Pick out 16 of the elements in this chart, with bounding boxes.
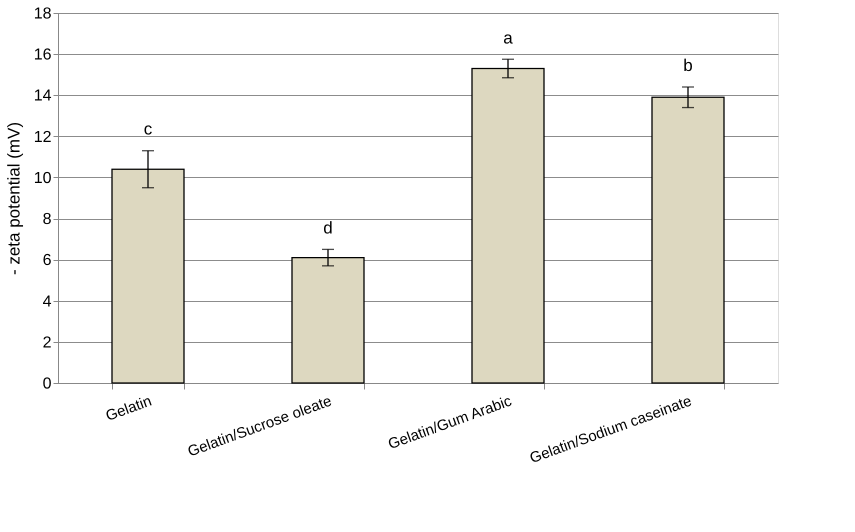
y-tick-label: 2 — [42, 334, 52, 352]
y-tick-label: 12 — [34, 128, 52, 146]
annotation: a — [503, 28, 514, 48]
y-tick-label: 16 — [34, 46, 52, 64]
y-tick-label: 10 — [34, 170, 52, 187]
y-tick-label: 18 — [34, 6, 52, 22]
y-axis-title: - zeta potential (mV) — [4, 122, 24, 276]
annotation: b — [683, 56, 693, 75]
y-tick-label: 6 — [42, 252, 52, 270]
x-tick-label: Gelatin — [103, 392, 154, 425]
annotation: d — [323, 218, 333, 238]
y-tick-label: 14 — [34, 88, 52, 105]
y-tick-label: 0 — [42, 376, 52, 392]
y-tick-label: 4 — [42, 293, 52, 310]
y-tick-label: 8 — [42, 211, 52, 228]
annotation: c — [144, 120, 153, 139]
